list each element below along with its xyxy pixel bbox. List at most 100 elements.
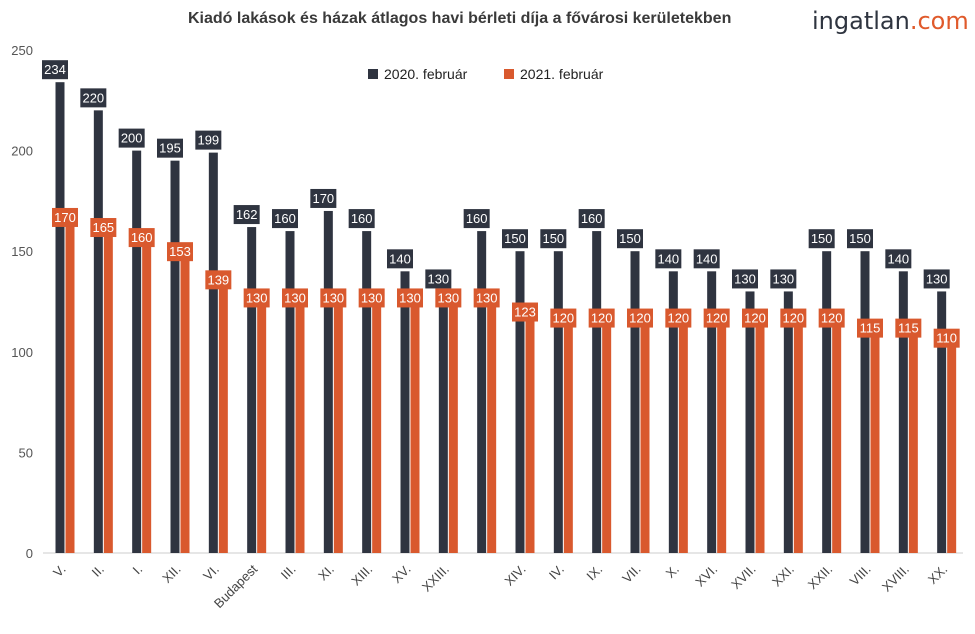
data-label-box-2020 bbox=[310, 188, 337, 208]
x-tick-label: II. bbox=[89, 562, 107, 580]
data-label-box-2020 bbox=[770, 269, 797, 289]
data-label-2020: 162 bbox=[236, 207, 258, 222]
data-label-2021: 120 bbox=[667, 311, 689, 326]
x-tick-label: XXII. bbox=[805, 562, 836, 593]
data-label-box-2020 bbox=[578, 209, 605, 229]
brand-logo: ingatlan.com bbox=[812, 7, 969, 35]
data-label-box-2020 bbox=[195, 130, 222, 150]
bar-2020 bbox=[515, 251, 525, 553]
data-label-2020: 170 bbox=[312, 191, 334, 206]
bar-2020 bbox=[937, 291, 947, 553]
legend-swatch-series1 bbox=[368, 69, 378, 79]
y-tick-label: 50 bbox=[19, 445, 33, 460]
bar-2021 bbox=[870, 321, 880, 553]
bar-2020 bbox=[477, 231, 487, 553]
data-label-2020: 140 bbox=[887, 251, 909, 266]
data-label-box-2020 bbox=[387, 249, 413, 269]
data-label-box-2021 bbox=[435, 288, 462, 308]
x-tick-label: XXIII. bbox=[419, 562, 452, 595]
data-label-2020: 130 bbox=[926, 271, 948, 286]
legend-label-series2: 2021. február bbox=[520, 66, 604, 82]
data-label-2021: 130 bbox=[361, 290, 383, 305]
x-tick-label: XVII. bbox=[728, 562, 759, 593]
x-tick-label: XXI. bbox=[769, 562, 797, 590]
data-label-box-2020 bbox=[463, 209, 490, 229]
data-label-box-2021 bbox=[742, 308, 768, 328]
y-tick-label: 150 bbox=[11, 244, 33, 259]
bar-2021 bbox=[678, 311, 688, 553]
data-label-2020: 160 bbox=[581, 211, 603, 226]
bar-2021 bbox=[103, 221, 113, 553]
x-tick-label: XIII. bbox=[348, 562, 375, 589]
data-label-2020: 160 bbox=[274, 211, 296, 226]
brand-accent: .com bbox=[909, 7, 969, 35]
bar-2021 bbox=[755, 311, 765, 553]
x-tick-label: XVIII. bbox=[879, 562, 912, 595]
data-label-box-2021 bbox=[550, 308, 577, 328]
bar-2020 bbox=[438, 291, 448, 553]
bar-2020 bbox=[362, 231, 372, 553]
bar-2021 bbox=[410, 291, 420, 553]
bar-2021 bbox=[602, 311, 612, 553]
bar-2020 bbox=[55, 82, 65, 553]
bar-2021 bbox=[908, 321, 918, 553]
data-label-2021: 115 bbox=[860, 321, 881, 336]
data-label-box-2020 bbox=[348, 209, 375, 229]
data-label-2021: 120 bbox=[629, 311, 651, 326]
bar-2021 bbox=[180, 245, 190, 553]
data-label-2021: 120 bbox=[591, 311, 613, 326]
bar-2020 bbox=[208, 152, 218, 553]
data-label-box-2021 bbox=[320, 288, 347, 308]
x-tick-label: XVI. bbox=[692, 562, 720, 590]
legend-item-series2: 2021. február bbox=[504, 66, 603, 82]
bar-2020 bbox=[592, 231, 602, 553]
bar-2021 bbox=[525, 305, 535, 553]
x-tick-label: XIV. bbox=[501, 562, 528, 589]
data-label-2020: 160 bbox=[466, 211, 488, 226]
legend-swatch-series2 bbox=[504, 69, 514, 79]
bar-2020 bbox=[170, 160, 180, 553]
chart-title: Kiadó lakások és házak átlagos havi bérl… bbox=[188, 10, 732, 27]
bar-2021 bbox=[333, 291, 343, 553]
data-label-2020: 130 bbox=[734, 271, 756, 286]
data-label-2020: 140 bbox=[657, 251, 679, 266]
bar-2020 bbox=[247, 227, 257, 553]
data-label-2021: 130 bbox=[284, 290, 306, 305]
bar-2021 bbox=[640, 311, 650, 553]
bar-2021 bbox=[218, 273, 228, 553]
data-label-box-2021 bbox=[167, 242, 193, 262]
data-label-2021: 130 bbox=[246, 290, 268, 305]
x-tick-label: VIII. bbox=[847, 562, 874, 589]
data-label-2021: 153 bbox=[169, 244, 191, 259]
data-label-2020: 130 bbox=[772, 271, 794, 286]
data-label-box-2021 bbox=[895, 318, 922, 338]
data-label-2021: 120 bbox=[782, 311, 804, 326]
y-tick-label: 200 bbox=[11, 144, 33, 159]
y-tick-label: 0 bbox=[26, 546, 33, 561]
data-label-2021: 170 bbox=[54, 210, 76, 225]
bar-2021 bbox=[448, 291, 458, 553]
bar-2020 bbox=[630, 251, 640, 553]
data-label-box-2021 bbox=[588, 308, 615, 328]
data-label-box-2021 bbox=[358, 288, 385, 308]
bar-2020 bbox=[285, 231, 295, 553]
data-label-2020: 195 bbox=[159, 141, 181, 156]
y-tick-label: 100 bbox=[11, 345, 33, 360]
bar-2020 bbox=[898, 271, 908, 553]
data-label-box-2020 bbox=[540, 229, 567, 249]
x-tick-label: IV. bbox=[546, 562, 567, 583]
data-label-2020: 199 bbox=[197, 133, 219, 148]
data-label-2020: 234 bbox=[44, 62, 66, 77]
data-label-box-2021 bbox=[397, 288, 423, 308]
y-tick-label: 250 bbox=[11, 43, 33, 58]
data-label-2021: 120 bbox=[744, 311, 766, 326]
bar-2021 bbox=[257, 291, 267, 553]
x-tick-label: III. bbox=[278, 562, 299, 583]
data-label-box-2020 bbox=[42, 60, 68, 80]
data-label-2020: 150 bbox=[504, 231, 526, 246]
data-label-2021: 139 bbox=[207, 272, 229, 287]
data-label-2021: 130 bbox=[322, 290, 344, 305]
bar-2020 bbox=[132, 150, 142, 553]
bar-2020 bbox=[745, 291, 755, 553]
